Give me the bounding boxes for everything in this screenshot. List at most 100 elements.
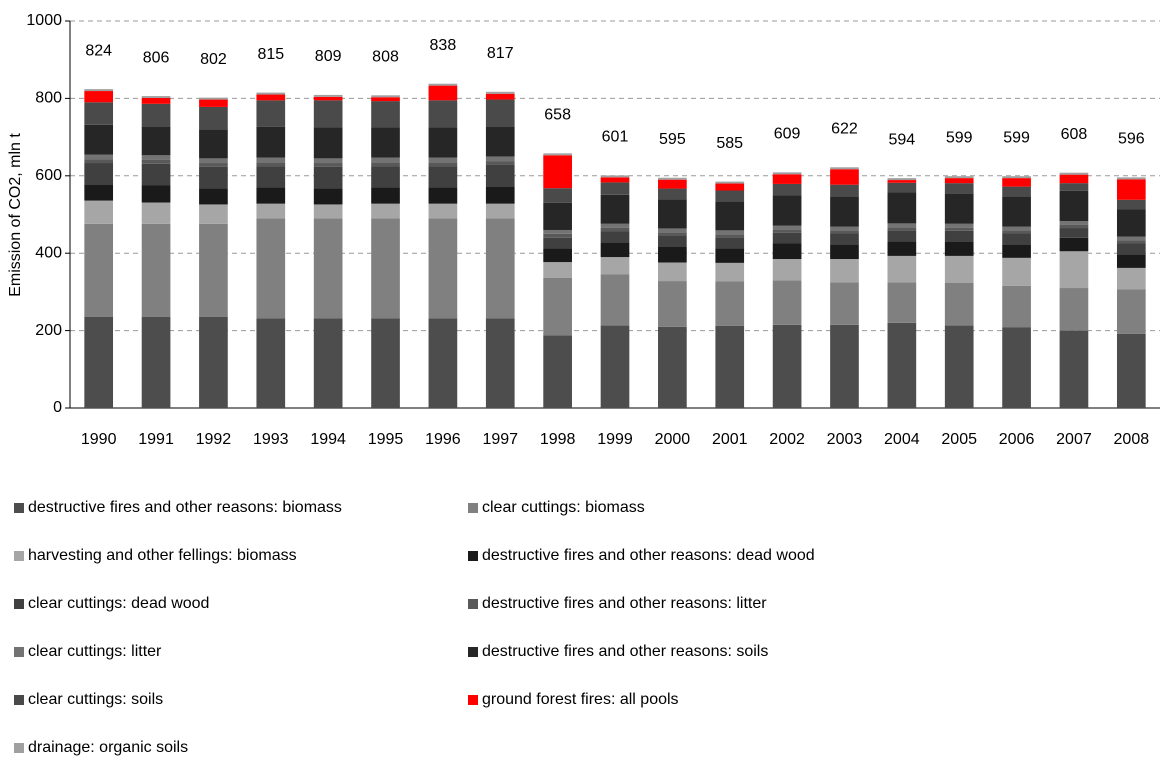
legend-swatch	[468, 695, 478, 705]
bar-segment	[830, 230, 859, 234]
x-tick-label: 2008	[1114, 431, 1150, 448]
bar-segment	[658, 235, 687, 248]
bar-segment	[1116, 179, 1146, 200]
bar-segment	[485, 91, 515, 94]
bar-segment	[199, 106, 228, 130]
bar-segment	[485, 161, 515, 165]
bar-segment	[944, 176, 974, 179]
bar-segment	[256, 218, 286, 319]
bar-segment	[485, 126, 515, 157]
bar-segment	[658, 179, 687, 189]
legend-label: clear cuttings: biomass	[482, 499, 645, 516]
bar-segment	[830, 282, 859, 325]
bar-segment	[772, 280, 802, 325]
bar-segment	[600, 175, 630, 178]
total-label: 585	[716, 135, 743, 152]
bar-segment	[944, 325, 974, 408]
bar-segment	[1002, 196, 1031, 227]
bar-segment	[1116, 177, 1146, 180]
bar-segment	[887, 322, 917, 408]
bar-segment	[1059, 237, 1089, 252]
bar-segment	[1059, 221, 1089, 225]
bar-segment	[944, 223, 974, 228]
bar-segment	[1116, 333, 1146, 408]
legend-swatch	[468, 599, 478, 609]
bar-segment	[830, 259, 859, 283]
total-label: 609	[774, 126, 801, 143]
bar-segment	[485, 156, 515, 162]
bar-segment	[199, 163, 228, 167]
bar-segment	[1116, 289, 1146, 334]
bar-segment	[944, 178, 974, 184]
total-label: 599	[1003, 129, 1030, 146]
x-tick-label: 2004	[884, 431, 920, 448]
bar-segment	[371, 203, 400, 219]
bar-segment	[84, 91, 114, 103]
bar-segment	[371, 127, 400, 158]
x-tick-label: 1994	[310, 431, 346, 448]
bar-segment	[772, 259, 802, 281]
bar-segment	[1059, 172, 1089, 175]
bar-segment	[199, 99, 228, 107]
bar-segment	[600, 177, 630, 183]
bar-segment	[772, 243, 802, 260]
bar-segment	[600, 257, 630, 275]
bar-segment	[141, 316, 171, 408]
bar-segment	[658, 232, 687, 236]
bar-segment	[313, 96, 343, 101]
bar-segment	[313, 188, 343, 205]
bar-segment	[543, 188, 572, 203]
bar-segment	[428, 83, 458, 86]
bar-segment	[887, 282, 917, 323]
x-tick-label: 1997	[482, 431, 518, 448]
bar-segment	[84, 89, 114, 92]
bar-segment	[830, 167, 859, 170]
bar-segment	[141, 103, 171, 127]
bar-segment	[1116, 240, 1146, 244]
x-tick-label: 2003	[827, 431, 863, 448]
bar-segment	[543, 248, 572, 263]
bar-segment	[141, 159, 171, 164]
bar-segment	[1059, 190, 1089, 222]
bar-segment	[199, 204, 228, 224]
bar-segment	[1059, 251, 1089, 289]
legend-swatch	[468, 647, 478, 657]
bar-segment	[715, 237, 745, 249]
bar-segment	[141, 202, 171, 224]
total-label: 824	[85, 42, 112, 59]
bar-segment	[313, 158, 343, 164]
bar-segment	[715, 248, 745, 263]
bar-segment	[313, 94, 343, 97]
legend-label: clear cuttings: soils	[28, 691, 163, 708]
legend-label: destructive fires and other reasons: lit…	[482, 595, 767, 612]
bar-segment	[600, 274, 630, 326]
bar-segment	[944, 193, 974, 224]
legend-swatch	[468, 551, 478, 561]
total-label: 808	[372, 49, 399, 66]
bar-segment	[543, 262, 572, 278]
bar-segment	[658, 281, 687, 327]
bar-segment	[887, 223, 917, 228]
bar-segment	[887, 180, 917, 183]
total-label: 817	[487, 45, 514, 62]
bar-segment	[772, 172, 802, 175]
bar-segment	[141, 155, 171, 160]
bar-segment	[600, 223, 630, 228]
bar-segment	[84, 102, 114, 125]
bar-segment	[1002, 285, 1031, 328]
bar-segment	[1002, 226, 1031, 231]
bar-segment	[600, 325, 630, 408]
bar-segment	[944, 255, 974, 283]
total-label: 595	[659, 131, 686, 148]
bar-segment	[199, 97, 228, 100]
bar-segment	[256, 187, 286, 204]
bar-segment	[371, 157, 400, 163]
total-label: 809	[315, 48, 342, 65]
bar-segment	[141, 223, 171, 317]
bar-segment	[371, 162, 400, 167]
x-tick-label: 1999	[597, 431, 633, 448]
bar-segment	[600, 194, 630, 224]
bar-segment	[887, 178, 917, 181]
bar-segment	[256, 162, 286, 167]
bar-segment	[772, 183, 802, 196]
